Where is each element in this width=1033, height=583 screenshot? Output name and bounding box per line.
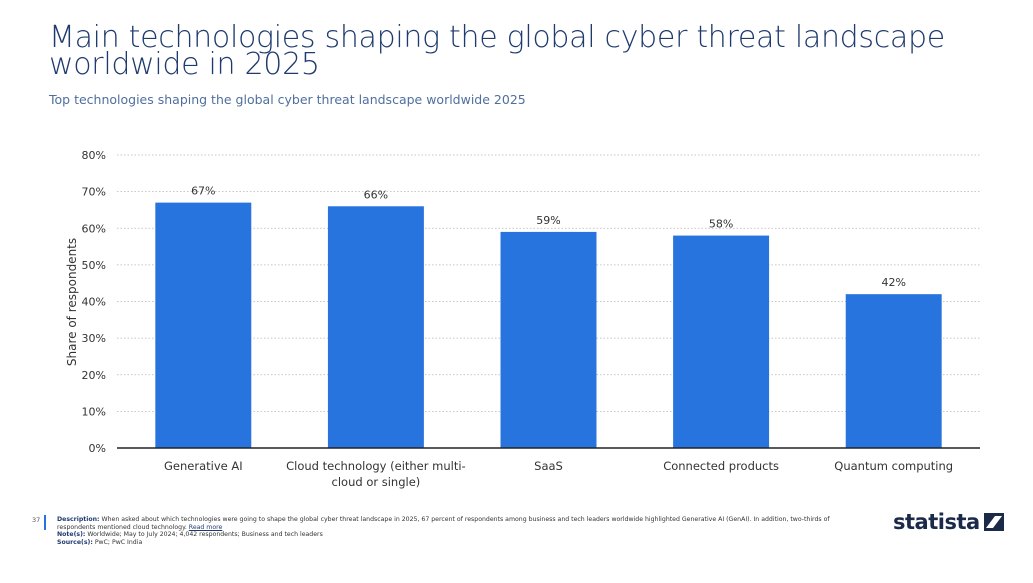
source-label: Source(s): (57, 538, 93, 546)
data-label: 58% (709, 218, 733, 231)
y-tick-label: 70% (82, 186, 106, 199)
page-number: 37 (32, 516, 41, 524)
bar (155, 202, 252, 448)
read-more-link[interactable]: Read more (188, 523, 223, 531)
x-tick-label: SaaS (534, 459, 563, 473)
description-line: Description: When asked about which tech… (57, 516, 857, 531)
y-tick-label: 0% (89, 442, 106, 455)
y-tick-label: 30% (82, 332, 106, 345)
note-line: Note(s): Worldwide; May to July 2024; 4,… (57, 531, 857, 539)
x-tick-label: Generative AI (164, 459, 243, 473)
bar (845, 294, 942, 448)
description-label: Description: (57, 516, 100, 523)
note-text: Worldwide; May to July 2024; 4,042 respo… (87, 531, 323, 539)
data-label: 66% (364, 188, 388, 201)
bar (673, 235, 770, 448)
y-tick-label: 80% (82, 149, 106, 162)
y-tick-label: 10% (82, 405, 106, 418)
logo-text: statista (893, 510, 980, 534)
statista-logo-icon (983, 513, 1004, 531)
y-axis-label: Share of respondents (65, 238, 79, 366)
page-accent-bar (44, 515, 46, 530)
y-tick-label: 50% (82, 259, 106, 272)
chart-footer: Description: When asked about which tech… (57, 516, 857, 546)
data-labels: 67% 66% 59% 58% 42% (191, 185, 906, 290)
x-tick-label: Connected products (663, 459, 779, 473)
x-axis-ticks: Generative AI Cloud technology (either mu… (164, 459, 953, 489)
y-tick-label: 40% (82, 296, 106, 309)
description-text: When asked about which technologies were… (57, 516, 830, 531)
y-axis-ticks: 0% 10% 20% 30% 40% 50% 60% 70% 80% (82, 149, 106, 455)
bars (155, 202, 942, 448)
bar (500, 231, 597, 448)
y-tick-label: 60% (82, 222, 106, 235)
x-tick-label: Quantum computing (834, 459, 953, 473)
source-text: PwC; PwC India (94, 538, 143, 546)
chart-title: Main technologies shaping the global cyb… (49, 20, 945, 82)
note-label: Note(s): (57, 531, 86, 539)
data-label: 67% (191, 185, 215, 198)
source-line: Source(s): PwC; PwC India (57, 539, 857, 547)
x-tick-label: Cloud technology (either multi-cloud or … (286, 459, 466, 489)
data-label: 59% (536, 214, 560, 227)
data-label: 42% (881, 276, 905, 289)
statista-logo[interactable]: statista (893, 510, 1004, 534)
y-tick-label: 20% (82, 369, 106, 382)
bar (327, 206, 424, 448)
chart-subtitle: Top technologies shaping the global cybe… (49, 92, 526, 107)
